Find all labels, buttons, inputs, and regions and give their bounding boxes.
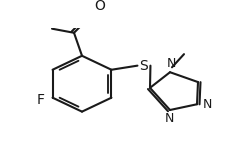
Text: O: O — [94, 0, 105, 13]
Text: F: F — [37, 93, 44, 107]
Text: S: S — [139, 59, 148, 73]
Text: N: N — [203, 98, 212, 111]
Text: N: N — [166, 57, 176, 70]
Text: N: N — [164, 112, 174, 125]
